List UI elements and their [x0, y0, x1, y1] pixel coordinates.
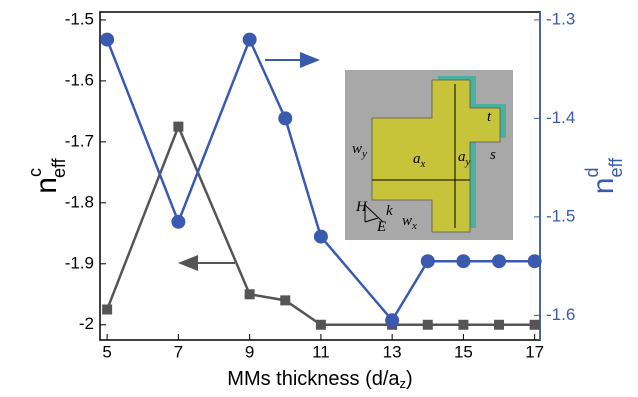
- point: [280, 295, 290, 305]
- inset-label: k: [386, 203, 393, 219]
- y2-label-main: n: [587, 178, 620, 195]
- x-tick-label: 5: [102, 342, 111, 361]
- point: [314, 230, 328, 244]
- point: [421, 254, 435, 268]
- y2-tick-label: -1.4: [546, 108, 575, 127]
- x-tick-label: 17: [525, 342, 544, 361]
- x-tick-label: 13: [383, 342, 402, 361]
- point: [171, 215, 185, 229]
- point: [456, 254, 470, 268]
- inset-label: s: [490, 147, 496, 163]
- inset-label-sub: y: [361, 148, 367, 160]
- x-tick-label: 9: [245, 342, 254, 361]
- point: [528, 254, 542, 268]
- inset-label-main: w: [352, 141, 362, 157]
- point: [423, 320, 433, 330]
- inset-label-sub: x: [411, 220, 417, 232]
- x-label-main: MMs thickness (d/a: [227, 368, 400, 390]
- x-tick-label: 11: [312, 342, 330, 361]
- y-tick-label: -1.8: [65, 192, 94, 211]
- inset-label: E: [376, 219, 386, 235]
- inset-label-main: k: [386, 203, 393, 219]
- x-tick-label: 7: [174, 342, 183, 361]
- point: [458, 320, 468, 330]
- inset-label-main: E: [376, 219, 386, 235]
- inset-label-sub: y: [465, 156, 471, 168]
- point: [100, 33, 114, 47]
- inset-label-main: s: [490, 147, 496, 163]
- x-label-tail: ): [406, 368, 413, 390]
- inset-label-main: w: [402, 213, 412, 229]
- point: [316, 320, 326, 330]
- point: [494, 320, 504, 330]
- point: [173, 122, 183, 132]
- point: [530, 320, 540, 330]
- y2-tick-label: -1.6: [546, 305, 575, 324]
- inset-label-main: a: [458, 149, 466, 165]
- y-tick-label: -2: [79, 314, 94, 333]
- inset-label: H: [355, 199, 368, 215]
- point: [102, 305, 112, 315]
- y2-label-sub: eff: [606, 157, 626, 178]
- point: [243, 33, 257, 47]
- point: [278, 111, 292, 125]
- x-tick-label: 15: [454, 342, 473, 361]
- point: [492, 254, 506, 268]
- y-label-main: n: [30, 177, 63, 194]
- inset-label-main: a: [413, 151, 421, 167]
- point: [245, 289, 255, 299]
- y-tick-label: -1.6: [65, 70, 94, 89]
- y2-tick-label: -1.3: [546, 9, 575, 28]
- y-tick-label: -1.5: [65, 9, 94, 28]
- y-label-sup: c: [25, 168, 45, 177]
- y-tick-label: -1.9: [65, 253, 94, 272]
- x-axis-label: MMs thickness (d/az): [227, 368, 412, 391]
- y-label-sub: eff: [49, 157, 69, 178]
- y2-label-sup: d: [582, 167, 602, 177]
- y-tick-label: -1.7: [65, 131, 94, 150]
- y2-tick-label: -1.5: [546, 206, 575, 225]
- inset-label-main: H: [355, 199, 368, 215]
- inset: [345, 70, 513, 240]
- inset-label-sub: x: [420, 158, 426, 170]
- point: [385, 313, 399, 327]
- chart: 5 7 9 11 13 15 17 -1.5 -1.6 -1.7 -1.8 -1.9 -2 -1.3 -1.…: [0, 0, 638, 392]
